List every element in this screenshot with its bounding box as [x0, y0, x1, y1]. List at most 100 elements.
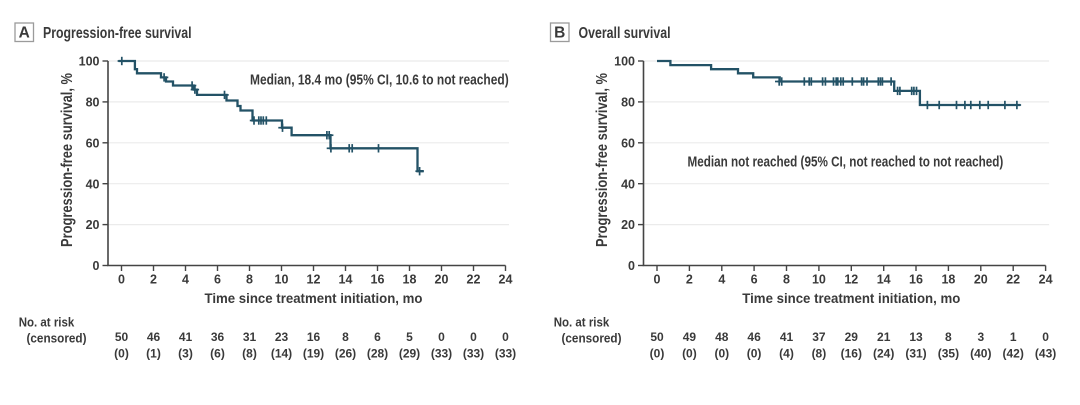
svg-text:37: 37: [812, 330, 826, 344]
svg-text:46: 46: [147, 330, 161, 344]
svg-text:46: 46: [747, 330, 761, 344]
svg-text:41: 41: [780, 330, 794, 344]
svg-text:1: 1: [1010, 330, 1017, 344]
svg-text:3: 3: [977, 330, 984, 344]
svg-text:31: 31: [243, 330, 257, 344]
svg-text:80: 80: [86, 96, 100, 110]
svg-text:Time since treatment initiatio: Time since treatment initiation, mo: [742, 290, 960, 306]
svg-text:(8): (8): [242, 347, 257, 361]
svg-text:0: 0: [93, 259, 100, 273]
svg-text:22: 22: [467, 273, 481, 287]
svg-text:Progression-free survival, %: Progression-free survival, %: [594, 73, 611, 247]
svg-text:(4): (4): [779, 347, 794, 361]
svg-text:(0): (0): [114, 347, 129, 361]
svg-text:8: 8: [246, 273, 253, 287]
svg-text:36: 36: [211, 330, 225, 344]
svg-text:0: 0: [118, 273, 125, 287]
svg-text:29: 29: [845, 330, 859, 344]
svg-text:8: 8: [783, 273, 790, 287]
svg-text:18: 18: [403, 273, 417, 287]
svg-text:(42): (42): [1003, 347, 1024, 361]
svg-text:41: 41: [179, 330, 193, 344]
svg-text:12: 12: [844, 273, 858, 287]
svg-text:(6): (6): [210, 347, 225, 361]
svg-text:Median, 18.4 mo (95% CI, 10.6: Median, 18.4 mo (95% CI, 10.6 to not rea…: [250, 73, 509, 89]
svg-text:2: 2: [686, 273, 693, 287]
svg-text:0: 0: [1042, 330, 1049, 344]
svg-text:(3): (3): [178, 347, 193, 361]
svg-text:(0): (0): [650, 347, 665, 361]
svg-text:(31): (31): [905, 347, 926, 361]
svg-text:16: 16: [307, 330, 321, 344]
svg-text:49: 49: [683, 330, 697, 344]
svg-text:0: 0: [628, 259, 635, 273]
svg-text:Time since treatment initiatio: Time since treatment initiation, mo: [205, 290, 423, 306]
svg-text:4: 4: [718, 273, 725, 287]
svg-text:(33): (33): [431, 347, 452, 361]
svg-text:0: 0: [470, 330, 477, 344]
svg-text:50: 50: [115, 330, 129, 344]
svg-text:(0): (0): [682, 347, 697, 361]
svg-text:0: 0: [502, 330, 509, 344]
svg-text:4: 4: [182, 273, 189, 287]
svg-text:20: 20: [974, 273, 988, 287]
svg-text:20: 20: [621, 218, 635, 232]
svg-text:14: 14: [339, 273, 353, 287]
svg-text:Median not reached (95% CI, no: Median not reached (95% CI, not reached …: [688, 155, 1004, 171]
svg-text:16: 16: [371, 273, 385, 287]
svg-text:(43): (43): [1035, 347, 1056, 361]
svg-text:50: 50: [650, 330, 664, 344]
svg-text:(14): (14): [271, 347, 292, 361]
svg-text:40: 40: [621, 177, 635, 191]
svg-text:(0): (0): [714, 347, 729, 361]
svg-text:13: 13: [909, 330, 923, 344]
svg-text:2: 2: [150, 273, 157, 287]
svg-text:(35): (35): [938, 347, 959, 361]
svg-text:16: 16: [909, 273, 923, 287]
svg-text:B: B: [554, 25, 565, 42]
svg-text:(censored): (censored): [27, 330, 87, 345]
svg-text:21: 21: [877, 330, 891, 344]
svg-text:22: 22: [1006, 273, 1020, 287]
svg-text:(8): (8): [812, 347, 827, 361]
svg-text:8: 8: [342, 330, 349, 344]
svg-text:80: 80: [621, 96, 635, 110]
svg-text:(16): (16): [841, 347, 862, 361]
svg-text:(33): (33): [463, 347, 484, 361]
svg-text:(censored): (censored): [562, 330, 622, 345]
svg-text:10: 10: [812, 273, 826, 287]
svg-text:(0): (0): [747, 347, 762, 361]
svg-text:No. at risk: No. at risk: [554, 314, 610, 329]
svg-text:20: 20: [86, 218, 100, 232]
svg-text:60: 60: [86, 136, 100, 150]
svg-text:Progression-free survival: Progression-free survival: [43, 25, 192, 42]
svg-text:(28): (28): [367, 347, 388, 361]
svg-text:6: 6: [374, 330, 381, 344]
svg-text:100: 100: [79, 55, 100, 69]
svg-text:6: 6: [751, 273, 758, 287]
svg-text:0: 0: [654, 273, 661, 287]
svg-text:(29): (29): [399, 347, 420, 361]
svg-text:5: 5: [406, 330, 413, 344]
svg-text:(40): (40): [970, 347, 991, 361]
svg-text:(33): (33): [495, 347, 516, 361]
svg-text:24: 24: [1039, 273, 1053, 287]
svg-text:Progression-free survival, %: Progression-free survival, %: [59, 73, 76, 247]
svg-text:(19): (19): [303, 347, 324, 361]
svg-text:(26): (26): [335, 347, 356, 361]
svg-text:A: A: [19, 25, 30, 42]
svg-text:23: 23: [275, 330, 289, 344]
svg-text:48: 48: [715, 330, 729, 344]
svg-text:Overall survival: Overall survival: [579, 25, 671, 42]
svg-text:(1): (1): [146, 347, 161, 361]
svg-text:18: 18: [941, 273, 955, 287]
svg-text:10: 10: [275, 273, 289, 287]
svg-text:14: 14: [877, 273, 891, 287]
svg-text:60: 60: [621, 136, 635, 150]
svg-text:6: 6: [214, 273, 221, 287]
svg-text:24: 24: [499, 273, 513, 287]
svg-text:(24): (24): [873, 347, 894, 361]
svg-text:8: 8: [945, 330, 952, 344]
svg-text:12: 12: [307, 273, 321, 287]
svg-text:40: 40: [86, 177, 100, 191]
